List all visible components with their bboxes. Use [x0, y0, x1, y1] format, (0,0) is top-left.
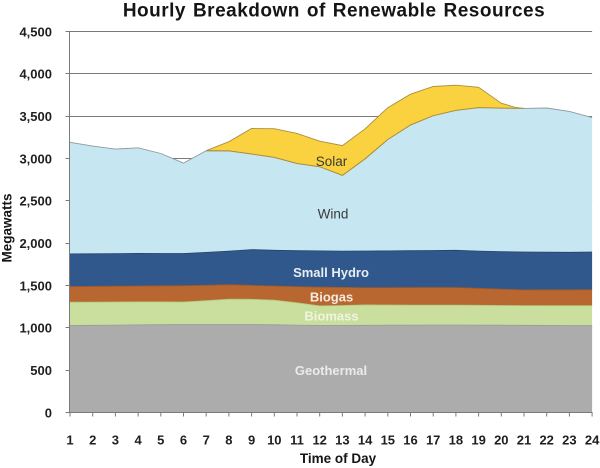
svg-text:12: 12	[312, 433, 326, 448]
svg-text:0: 0	[45, 405, 52, 420]
svg-text:4,500: 4,500	[19, 24, 52, 39]
svg-text:8: 8	[225, 433, 232, 448]
svg-text:4: 4	[134, 433, 142, 448]
svg-text:Solar: Solar	[316, 154, 348, 169]
svg-text:Hourly Breakdown of Renewable: Hourly Breakdown of Renewable Resources	[123, 1, 545, 22]
svg-text:Wind: Wind	[318, 207, 349, 222]
svg-text:3,000: 3,000	[19, 151, 52, 166]
svg-text:4,000: 4,000	[19, 67, 52, 82]
svg-text:2: 2	[89, 433, 96, 448]
svg-text:20: 20	[494, 433, 508, 448]
svg-text:Small Hydro: Small Hydro	[293, 265, 369, 280]
svg-text:Biogas: Biogas	[310, 290, 353, 305]
svg-text:11: 11	[290, 433, 304, 448]
svg-text:9: 9	[248, 433, 255, 448]
svg-text:14: 14	[358, 433, 373, 448]
svg-text:Time of Day: Time of Day	[300, 451, 377, 466]
svg-text:15: 15	[381, 433, 395, 448]
svg-text:6: 6	[180, 433, 187, 448]
svg-text:2,500: 2,500	[19, 194, 52, 209]
svg-text:7: 7	[203, 433, 210, 448]
svg-text:22: 22	[539, 433, 553, 448]
svg-text:1,000: 1,000	[19, 321, 52, 336]
svg-text:19: 19	[471, 433, 485, 448]
svg-text:3,500: 3,500	[19, 109, 52, 124]
svg-text:16: 16	[403, 433, 417, 448]
svg-text:Geothermal: Geothermal	[295, 363, 367, 378]
svg-text:18: 18	[449, 433, 463, 448]
svg-text:21: 21	[517, 433, 531, 448]
svg-text:5: 5	[157, 433, 164, 448]
svg-text:1,500: 1,500	[19, 278, 52, 293]
svg-text:10: 10	[267, 433, 281, 448]
svg-text:Biomass: Biomass	[304, 309, 358, 324]
svg-text:2,000: 2,000	[19, 236, 52, 251]
svg-text:3: 3	[112, 433, 119, 448]
svg-text:500: 500	[30, 363, 52, 378]
svg-text:24: 24	[585, 433, 600, 448]
svg-text:17: 17	[426, 433, 440, 448]
svg-text:13: 13	[335, 433, 349, 448]
svg-text:Megawatts: Megawatts	[0, 193, 15, 262]
svg-text:23: 23	[562, 433, 576, 448]
svg-text:1: 1	[66, 433, 73, 448]
